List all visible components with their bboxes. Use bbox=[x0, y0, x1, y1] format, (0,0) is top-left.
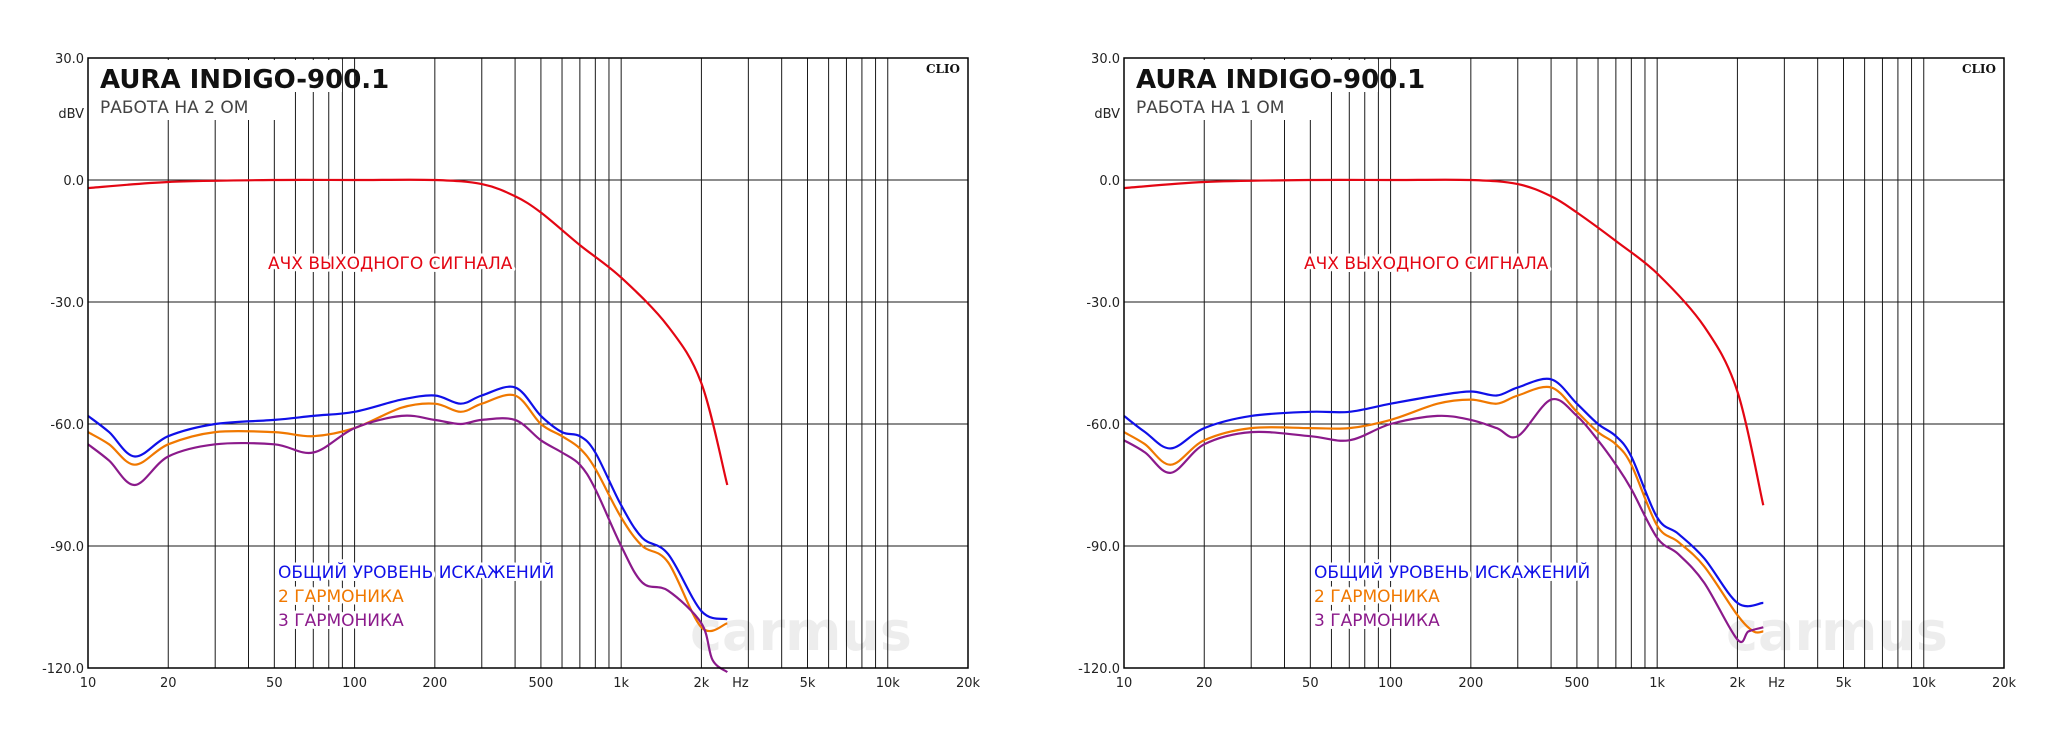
response-label: АЧХ ВЫХОДНОГО СИГНАЛА bbox=[268, 254, 513, 274]
subtitle-backdrop bbox=[1132, 92, 1320, 120]
grid bbox=[88, 58, 968, 668]
clio-logo: CLIO bbox=[1962, 62, 1996, 76]
y-tick-label: 0.0 bbox=[63, 174, 84, 189]
y-tick-label: -120.0 bbox=[1078, 662, 1120, 677]
x-tick-label: 20k bbox=[956, 676, 981, 691]
x-axis-label: Hz bbox=[732, 676, 749, 691]
third-harmonic-curve bbox=[1123, 397, 1764, 644]
second-harmonic-label: 2 ГАРМОНИКА bbox=[278, 587, 404, 607]
y-axis-label: dBV bbox=[58, 107, 84, 122]
title-backdrop bbox=[1132, 60, 1378, 92]
subtitle-backdrop bbox=[96, 92, 284, 120]
x-tick-label: 20 bbox=[160, 676, 177, 691]
y-tick-label: 30.0 bbox=[1091, 52, 1120, 67]
y-tick-label: -60.0 bbox=[50, 418, 84, 433]
total-distortion-label: ОБЩИЙ УРОВЕНЬ ИСКАЖЕНИЙ bbox=[278, 561, 554, 583]
x-tick-label: 1k bbox=[1649, 676, 1665, 691]
x-tick-label: 10 bbox=[1116, 676, 1133, 691]
x-tick-label: 10k bbox=[1912, 676, 1937, 691]
chart-subtitle: РАБОТА НА 2 ОМ bbox=[100, 98, 248, 118]
x-tick-label: 10k bbox=[876, 676, 901, 691]
y-tick-label: -90.0 bbox=[1086, 540, 1120, 555]
third-harmonic-label: 3 ГАРМОНИКА bbox=[278, 611, 404, 631]
chart-title: AURA INDIGO-900.1 bbox=[100, 65, 389, 95]
y-axis-label: dBV bbox=[1094, 107, 1120, 122]
y-tick-label: -90.0 bbox=[50, 540, 84, 555]
x-tick-label: 5k bbox=[800, 676, 816, 691]
chart-title: AURA INDIGO-900.1 bbox=[1136, 65, 1425, 95]
third-harmonic-curve bbox=[87, 414, 729, 674]
y-tick-label: -120.0 bbox=[42, 662, 84, 677]
second-harmonic-curve bbox=[1123, 385, 1764, 634]
x-tick-label: 100 bbox=[342, 676, 367, 691]
x-tick-label: 500 bbox=[529, 676, 554, 691]
second-harmonic-label: 2 ГАРМОНИКА bbox=[1314, 587, 1440, 607]
y-tick-label: 30.0 bbox=[55, 52, 84, 67]
x-tick-label: 10 bbox=[80, 676, 97, 691]
chart-panel-1: carmus AURA INDIGO-900.1 РАБОТА НА 2 ОМ CLI… bbox=[42, 52, 980, 691]
response-label: АЧХ ВЫХОДНОГО СИГНАЛА bbox=[1304, 254, 1549, 274]
clio-logo: CLIO bbox=[926, 62, 960, 76]
x-tick-label: 200 bbox=[422, 676, 447, 691]
total-distortion-curve bbox=[1123, 377, 1764, 608]
y-tick-label: 0.0 bbox=[1099, 174, 1120, 189]
x-tick-label: 1k bbox=[613, 676, 629, 691]
y-tick-label: -30.0 bbox=[50, 296, 84, 311]
response-curve bbox=[87, 178, 729, 486]
x-tick-label: 2k bbox=[1730, 676, 1746, 691]
x-tick-label: 100 bbox=[1378, 676, 1403, 691]
x-tick-label: 20k bbox=[1992, 676, 2017, 691]
chart-subtitle: РАБОТА НА 1 ОМ bbox=[1136, 98, 1284, 118]
x-tick-label: 50 bbox=[266, 676, 283, 691]
watermark: carmus bbox=[690, 600, 912, 663]
x-tick-label: 50 bbox=[1302, 676, 1319, 691]
brand-backdrop bbox=[1946, 60, 1998, 78]
third-harmonic-label: 3 ГАРМОНИКА bbox=[1314, 611, 1440, 631]
total-distortion-label: ОБЩИЙ УРОВЕНЬ ИСКАЖЕНИЙ bbox=[1314, 561, 1590, 583]
x-axis-label: Hz bbox=[1768, 676, 1785, 691]
brand-backdrop bbox=[910, 60, 962, 78]
total-distortion-curve bbox=[87, 385, 728, 621]
y-tick-label: -60.0 bbox=[1086, 418, 1120, 433]
x-tick-label: 5k bbox=[1836, 676, 1852, 691]
plot-frame bbox=[1123, 57, 2005, 669]
x-tick-label: 200 bbox=[1458, 676, 1483, 691]
second-harmonic-curve bbox=[87, 393, 728, 633]
plot-frame bbox=[87, 57, 969, 669]
x-tick-label: 20 bbox=[1196, 676, 1213, 691]
grid bbox=[1124, 58, 2004, 668]
response-curve bbox=[1123, 178, 1765, 506]
x-tick-label: 2k bbox=[694, 676, 710, 691]
title-backdrop bbox=[96, 60, 342, 92]
y-tick-label: -30.0 bbox=[1086, 296, 1120, 311]
x-tick-label: 500 bbox=[1565, 676, 1590, 691]
